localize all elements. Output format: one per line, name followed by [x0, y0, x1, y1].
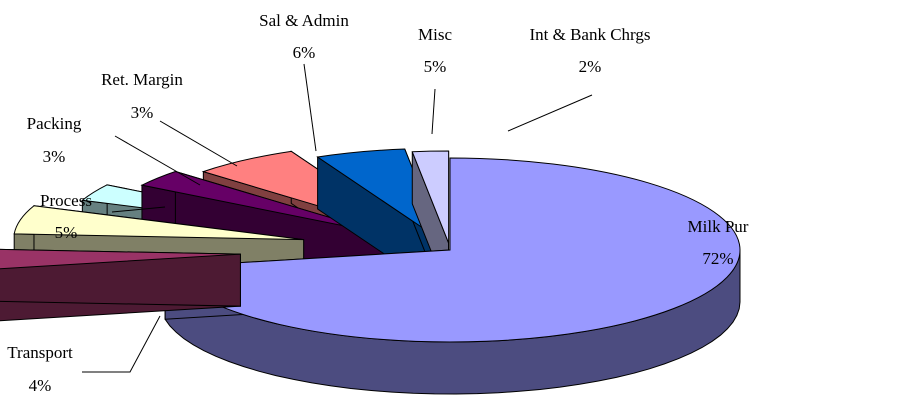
slice-percent-sal-admin: 6% — [293, 43, 316, 62]
slice-label-ret-margin: Ret. Margin — [101, 70, 183, 89]
slice-milk-pur — [164, 157, 741, 395]
slice-percent-packing: 3% — [43, 147, 66, 166]
slice-percent-process: 5% — [55, 223, 78, 242]
slice-label-packing: Packing — [27, 114, 82, 133]
slice-labels: Milk Pur 72% Transport 4% Process 5% Packing 3%… — [7, 11, 749, 395]
leader-packing — [114, 135, 201, 186]
slice-top-milk-pur — [164, 157, 741, 343]
slice-label-milk-pur: Milk Pur — [688, 217, 749, 236]
leader-transport — [82, 315, 161, 373]
slice-label-misc: Misc — [418, 25, 452, 44]
slice-top-ret-margin — [140, 170, 387, 235]
slice-top-transport — [0, 248, 241, 270]
pie-slices — [0, 148, 741, 395]
leader-process — [111, 206, 166, 213]
slice-label-int-bank-chrgs: Int & Bank Chrgs — [529, 25, 650, 44]
slice-percent-transport: 4% — [29, 376, 52, 395]
slice-label-transport: Transport — [7, 343, 73, 362]
slice-top-misc — [316, 148, 443, 242]
slice-top-int-bank-chrgs — [411, 150, 450, 244]
slice-label-process: Process — [40, 191, 92, 210]
leader-lines — [82, 63, 593, 373]
slice-percent-ret-margin: 3% — [131, 103, 154, 122]
slice-label-sal-admin: Sal & Admin — [259, 11, 349, 30]
slice-top-process — [13, 205, 304, 241]
slice-percent-milk-pur: 72% — [702, 249, 733, 268]
leader-int-bank-chrgs — [507, 94, 593, 132]
slice-transport — [0, 248, 241, 322]
leader-misc — [431, 88, 436, 135]
slice-percent-misc: 5% — [424, 57, 447, 76]
leader-ret-margin — [159, 120, 238, 167]
leader-sal-admin — [303, 63, 317, 152]
slice-percent-int-bank-chrgs: 2% — [579, 57, 602, 76]
